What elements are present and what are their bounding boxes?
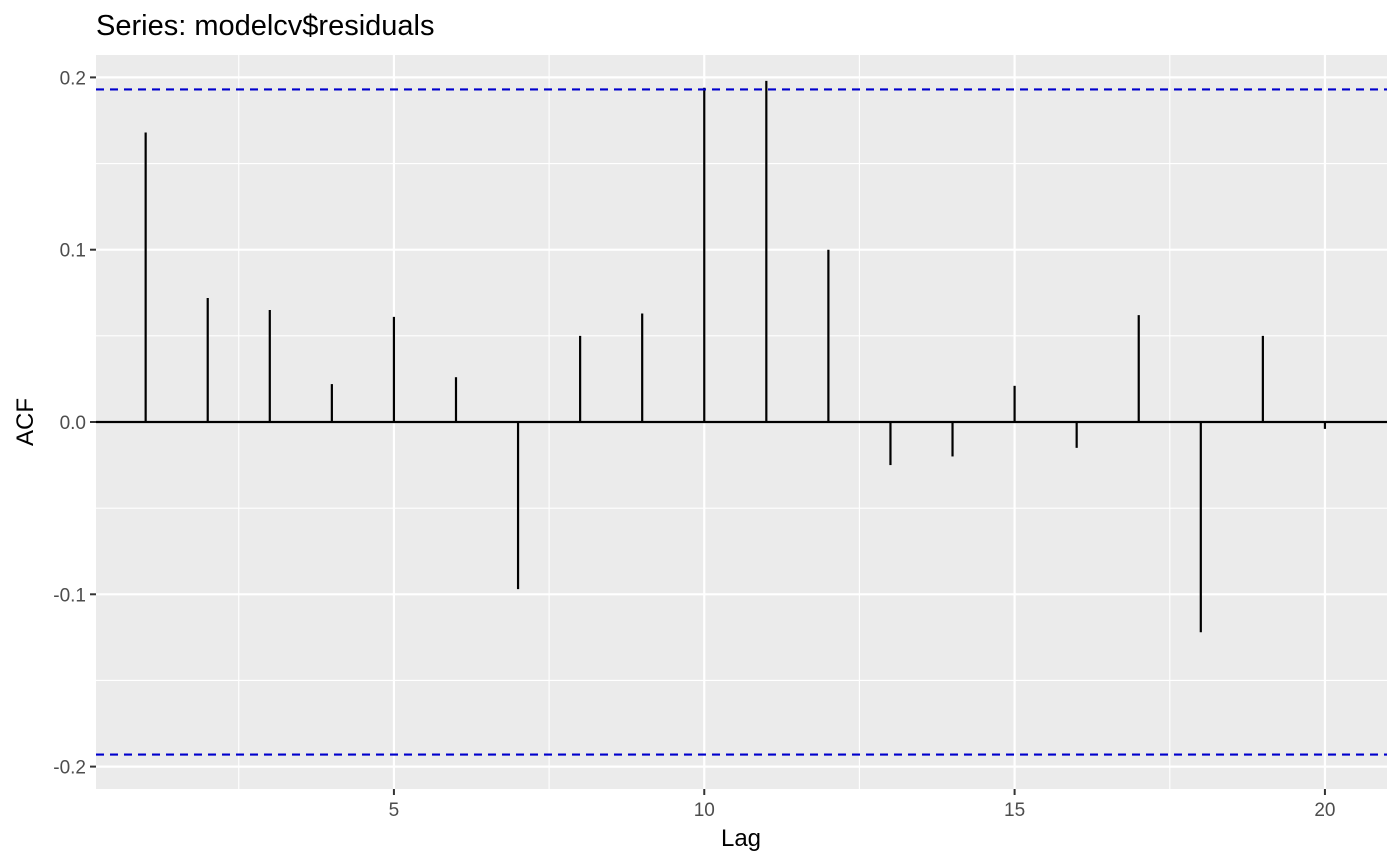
- x-axis-ticks: 5 10 15 20: [389, 789, 1336, 821]
- x-tick-label: 10: [694, 800, 715, 821]
- x-tick-label: 20: [1314, 800, 1335, 821]
- x-tick-label: 5: [389, 800, 400, 821]
- acf-bars: [144, 80, 1327, 633]
- y-axis-title: ACF: [12, 398, 39, 446]
- y-axis-ticks: 0.2 0.1 0.0 -0.1 -0.2: [53, 68, 96, 779]
- x-axis-title: Lag: [721, 825, 761, 852]
- confidence-bounds: [96, 88, 1387, 756]
- y-tick-label: 0.1: [60, 241, 86, 262]
- y-tick-label: -0.2: [53, 758, 86, 779]
- y-tick-label: 0.0: [60, 413, 86, 434]
- y-tick-label: -0.1: [53, 585, 86, 606]
- y-tick-label: 0.2: [60, 68, 86, 89]
- chart-title: Series: modelcv$residuals: [96, 10, 434, 42]
- x-tick-label: 15: [1004, 800, 1025, 821]
